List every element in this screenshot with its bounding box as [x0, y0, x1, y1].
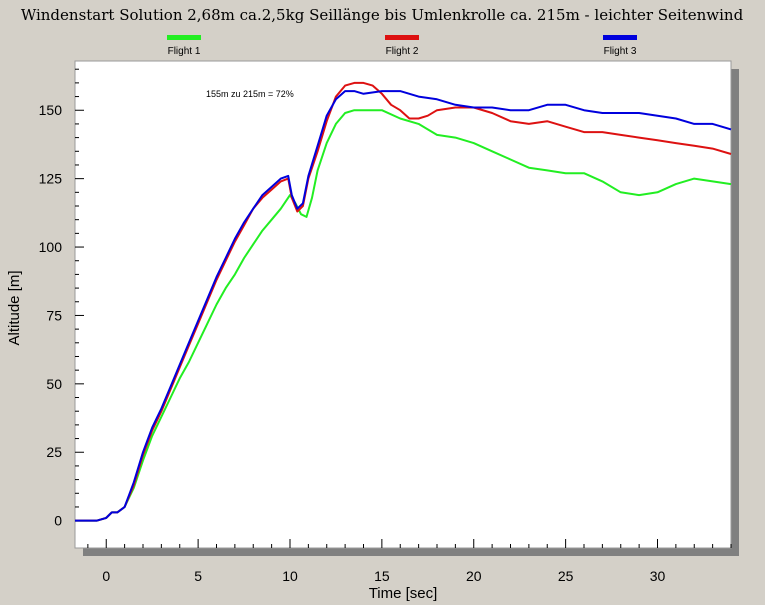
y-tick-label: 125	[39, 171, 63, 187]
legend-label-flight-1: Flight 1	[168, 46, 201, 57]
series-lines	[75, 81, 732, 522]
legend-label-flight-3: Flight 3	[604, 46, 637, 57]
x-tick-label: 25	[558, 568, 574, 584]
x-tick-label: 0	[102, 568, 110, 584]
plot-area	[74, 60, 732, 549]
y-tick-label: 75	[46, 307, 62, 323]
y-tick-label: 25	[46, 444, 62, 460]
series-line-flight-3	[75, 90, 732, 522]
legend-swatch-flight-2	[385, 35, 419, 40]
x-tick-label: 10	[282, 568, 298, 584]
x-tick-label: 5	[194, 568, 202, 584]
y-tick-label: 50	[46, 376, 62, 392]
legend: Flight 1 Flight 2 Flight 3	[167, 35, 637, 57]
axis-ticks: 0 5 10 15 20 25 30 0 25 50 75 100 125 150	[39, 68, 732, 584]
legend-swatch-flight-3	[603, 35, 637, 40]
series-line-flight-2	[75, 81, 732, 522]
x-tick-label: 20	[466, 568, 482, 584]
y-tick-label: 0	[54, 513, 62, 529]
legend-label-flight-2: Flight 2	[386, 46, 419, 57]
x-tick-label: 15	[374, 568, 390, 584]
x-tick-label: 30	[650, 568, 666, 584]
x-axis-label: Time [sec]	[369, 585, 438, 602]
chart-title: Windenstart Solution 2,68m ca.2,5kg Seil…	[21, 6, 744, 24]
y-axis-label: Altitude [m]	[6, 270, 23, 345]
annotation-ratio: 155m zu 215m = 72%	[206, 89, 294, 99]
series-line-flight-1	[75, 109, 732, 522]
legend-swatch-flight-1	[167, 35, 201, 40]
y-tick-label: 100	[39, 239, 63, 255]
y-tick-label: 150	[39, 102, 63, 118]
